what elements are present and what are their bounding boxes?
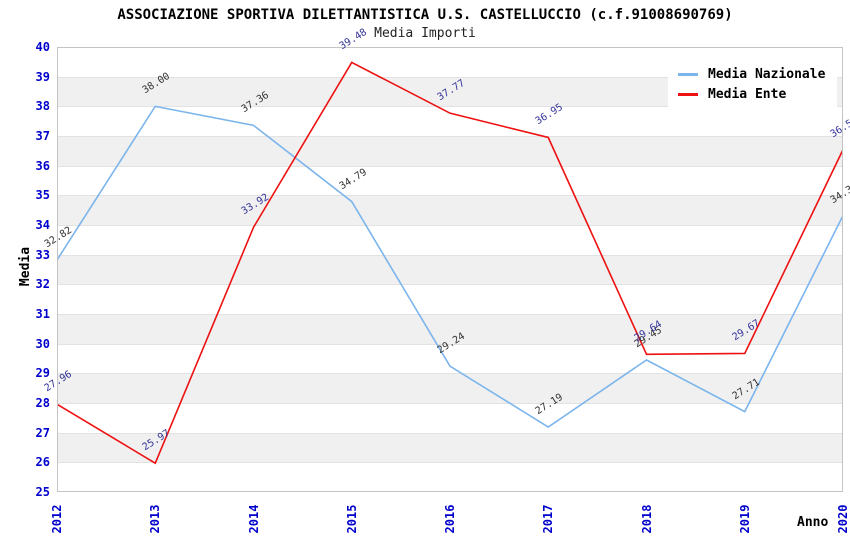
y-tick-label: 30 — [35, 336, 50, 351]
y-tick-label: 25 — [35, 485, 50, 499]
legend-item-media-nazionale: Media Nazionale — [678, 64, 825, 84]
gridline — [58, 254, 842, 256]
legend-swatch-media-ente — [678, 92, 698, 96]
x-tick-label: 2020 — [836, 504, 850, 534]
band-row — [58, 254, 842, 285]
legend-swatch-media-nazionale — [678, 72, 698, 76]
gridline — [58, 136, 842, 137]
y-tick-label: 39 — [35, 69, 50, 84]
band-row — [58, 136, 842, 166]
y-tick-label: 38 — [35, 99, 50, 114]
x-tick-label: 2019 — [737, 504, 752, 534]
legend-label: Media Nazionale — [708, 66, 826, 82]
x-tick-label: 2018 — [639, 504, 654, 534]
plot-area — [57, 47, 843, 492]
x-tick-label: 2015 — [344, 504, 359, 534]
y-tick-label: 28 — [35, 396, 50, 410]
y-tick-label: 34 — [35, 218, 50, 232]
gridline — [58, 314, 842, 315]
series-line-media-nazionale — [58, 105, 842, 428]
gridline — [58, 106, 842, 108]
gridline — [58, 373, 842, 375]
series-lines-svg — [58, 61, 842, 465]
y-axis-title: Media — [18, 246, 34, 287]
band-row — [58, 432, 842, 463]
x-tick-label: 2012 — [50, 504, 64, 534]
y-tick-label: 36 — [35, 158, 50, 173]
legend-item-media-ente: Media Ente — [678, 84, 825, 104]
y-tick-label: 29 — [35, 366, 50, 381]
band-row — [58, 314, 842, 344]
y-tick-label: 27 — [35, 425, 50, 440]
y-tick-label: 26 — [35, 455, 50, 470]
gridline — [58, 195, 842, 197]
band-row — [58, 195, 842, 225]
chart-subtitle: Media Importi — [374, 26, 476, 41]
y-tick-label: 37 — [35, 129, 50, 143]
series-line-media-ente — [58, 61, 842, 465]
gridline — [58, 225, 842, 226]
legend: Media Nazionale Media Ente — [668, 57, 838, 111]
gridline — [58, 462, 842, 464]
y-tick-label: 31 — [35, 307, 50, 321]
x-tick-label: 2016 — [443, 504, 457, 534]
x-tick-label: 2014 — [246, 504, 261, 534]
x-axis-title: Anno — [797, 515, 829, 530]
band-row — [58, 373, 842, 403]
x-tick-label: 2013 — [148, 504, 163, 534]
x-tick-label: 2017 — [541, 504, 556, 534]
legend-label: Media Ente — [708, 86, 787, 102]
gridline — [58, 165, 842, 167]
y-tick-label: 40 — [35, 40, 50, 54]
gridline — [58, 343, 842, 345]
chart-title: ASSOCIAZIONE SPORTIVA DILETTANTISTICA U.… — [117, 7, 733, 23]
gridline — [58, 432, 842, 434]
gridline — [58, 76, 842, 78]
gridline — [58, 403, 842, 404]
y-tick-label: 35 — [35, 188, 50, 203]
gridline — [58, 284, 842, 286]
